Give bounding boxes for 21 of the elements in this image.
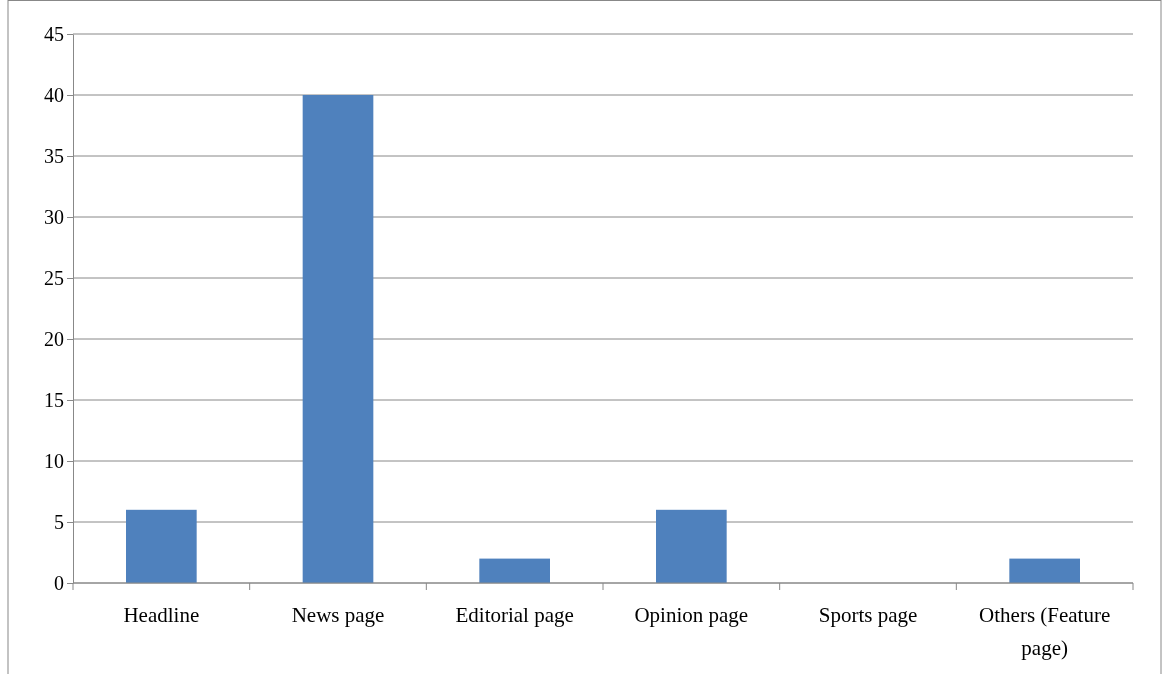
- y-tick-label: 30: [44, 205, 64, 228]
- x-tick-label: News page: [291, 603, 385, 627]
- y-tick-label: 0: [54, 571, 64, 594]
- y-tick-label: 15: [44, 388, 64, 411]
- bar: [302, 95, 374, 583]
- x-tick-label: Others (Feature page): [979, 603, 1111, 660]
- bar: [656, 509, 727, 583]
- x-tick-label: Sports page: [818, 603, 918, 627]
- bar: [126, 509, 197, 583]
- x-tick-label: Editorial page: [455, 603, 574, 627]
- y-tick-label: 35: [44, 144, 64, 167]
- bar: [1009, 558, 1080, 583]
- x-tick-label: Opinion page: [634, 603, 749, 627]
- y-tick-label: 25: [44, 266, 64, 289]
- y-tick-label: 5: [54, 510, 64, 533]
- y-tick-label: 40: [44, 83, 64, 106]
- x-tick-label: Headline: [123, 603, 200, 627]
- y-tick-label: 45: [44, 22, 64, 45]
- bar: [479, 558, 550, 583]
- y-tick-label: 20: [44, 327, 64, 350]
- y-tick-label: 10: [44, 449, 64, 472]
